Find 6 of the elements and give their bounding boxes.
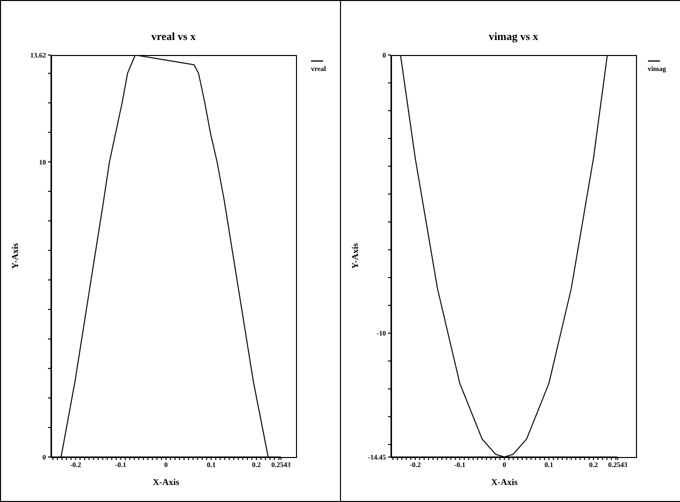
x-axis-title: X-Axis bbox=[491, 477, 518, 487]
chart-title: vreal vs x bbox=[150, 31, 197, 43]
x-axis-title: X-Axis bbox=[152, 477, 180, 487]
y-axis-title: Y-Axis bbox=[350, 242, 360, 269]
y-axis-title: Y-Axis bbox=[10, 242, 20, 269]
chart-title: vimag vs x bbox=[488, 31, 540, 43]
